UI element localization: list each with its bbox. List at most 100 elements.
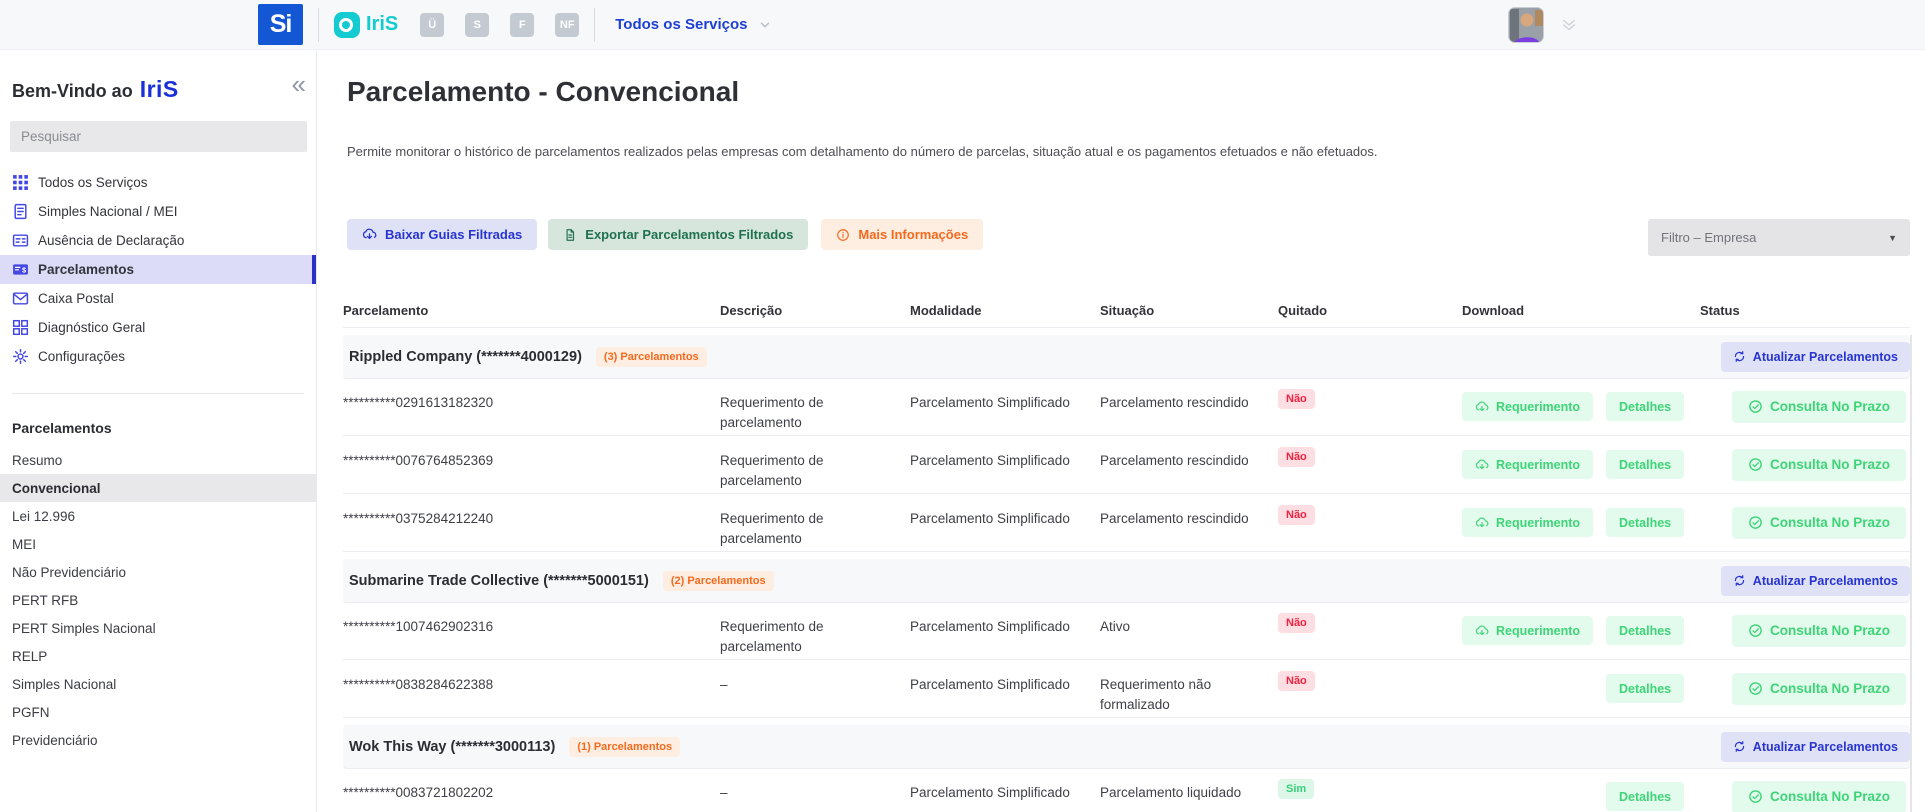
submenu-item-nao-previdenciario[interactable]: Não Previdenciário xyxy=(0,558,316,586)
requerimento-button[interactable]: Requerimento xyxy=(1462,508,1594,537)
status-button[interactable]: Consulta No Prazo xyxy=(1732,780,1907,812)
si-logo[interactable]: Si xyxy=(258,4,303,45)
collapse-sidebar-icon[interactable]: « xyxy=(291,69,306,99)
cell-situacao: Requerimento não formalizado xyxy=(1100,677,1212,712)
page-description: Permite monitorar o histórico de parcela… xyxy=(347,144,1378,159)
submenu-item-label: PERT RFB xyxy=(12,592,79,608)
requerimento-button[interactable]: Requerimento xyxy=(1462,450,1594,479)
submenu-item-relp[interactable]: RELP xyxy=(0,642,316,670)
status-button[interactable]: Consulta No Prazo xyxy=(1732,672,1907,705)
active-indicator xyxy=(312,255,316,284)
update-parcelamentos-button[interactable]: Atualizar Parcelamentos xyxy=(1720,731,1910,762)
money-icon: $ xyxy=(12,261,29,278)
sidebar-item-parcelamentos[interactable]: $ Parcelamentos xyxy=(0,255,316,284)
submenu-item-lei-12-996[interactable]: Lei 12.996 xyxy=(0,502,316,530)
cell-descricao: – xyxy=(720,785,728,800)
submenu-item-simples-nacional[interactable]: Simples Nacional xyxy=(0,670,316,698)
detalhes-button[interactable]: Detalhes xyxy=(1606,616,1685,645)
search-input[interactable] xyxy=(10,121,307,152)
parcel-count-badge: (1) Parcelamentos xyxy=(569,736,681,757)
sidebar-menu: Todos os Serviços Simples Nacional / MEI… xyxy=(0,168,316,371)
detalhes-button[interactable]: Detalhes xyxy=(1606,450,1685,479)
cell-parcelamento: **********0083721802202 xyxy=(343,785,494,800)
cell-descricao: Requerimento de parcelamento xyxy=(720,619,824,654)
quitado-badge: Não xyxy=(1278,447,1315,467)
detalhes-button[interactable]: Detalhes xyxy=(1606,508,1685,537)
cloud-download-icon xyxy=(362,227,377,242)
detalhes-button[interactable]: Detalhes xyxy=(1606,674,1685,703)
update-parcelamentos-button[interactable]: Atualizar Parcelamentos xyxy=(1720,341,1910,372)
header-cell-situacao: Situação xyxy=(1100,303,1155,318)
company-group-row: Submarine Trade Collective (*******50001… xyxy=(343,559,1910,602)
detalhes-button[interactable]: Detalhes xyxy=(1606,782,1685,811)
app-icon-4[interactable]: NF xyxy=(555,12,580,37)
dropdown-arrow-icon: ▼ xyxy=(1888,232,1897,243)
update-parcelamentos-button[interactable]: Atualizar Parcelamentos xyxy=(1720,565,1910,596)
refresh-icon xyxy=(1733,574,1746,587)
iris-logo[interactable]: IriS xyxy=(334,11,398,38)
cell-parcelamento: **********0076764852369 xyxy=(343,453,494,468)
submenu-item-pert-simples-nacional[interactable]: PERT Simples Nacional xyxy=(0,614,316,642)
requerimento-button[interactable]: Requerimento xyxy=(1462,392,1594,421)
sidebar-item-label: Parcelamentos xyxy=(38,262,135,277)
detalhes-button[interactable]: Detalhes xyxy=(1606,392,1685,421)
cell-modalidade: Parcelamento Simplificado xyxy=(910,395,1070,410)
sidebar-item-todos-os-servicos[interactable]: Todos os Serviços xyxy=(0,168,316,197)
submenu-item-pgfn[interactable]: PGFN xyxy=(0,698,316,726)
cell-situacao: Ativo xyxy=(1100,619,1131,634)
cell-status: Consulta No Prazo xyxy=(1700,672,1910,705)
header-cell-download: Download xyxy=(1462,303,1525,318)
submenu-item-mei[interactable]: MEI xyxy=(0,530,316,558)
cell-situacao: Parcelamento liquidado xyxy=(1100,785,1242,800)
cell-quitado: Não xyxy=(1278,436,1462,467)
services-menu[interactable]: Todos os Serviços xyxy=(615,16,771,33)
status-button[interactable]: Consulta No Prazo xyxy=(1732,614,1907,647)
cell-download: Requerimento Detalhes xyxy=(1462,392,1700,421)
cell-situacao: Parcelamento rescindido xyxy=(1100,511,1249,526)
cell-modalidade: Parcelamento Simplificado xyxy=(910,619,1070,634)
submenu-item-label: Previdenciário xyxy=(12,732,98,748)
requerimento-button[interactable]: Requerimento xyxy=(1462,616,1594,645)
quitado-badge: Não xyxy=(1278,613,1315,633)
submenu-item-pert-rfb[interactable]: PERT RFB xyxy=(0,586,316,614)
double-chevron-down-icon[interactable] xyxy=(1560,16,1578,34)
cell-quitado: Sim xyxy=(1278,768,1462,799)
export-parcelamentos-button[interactable]: Exportar Parcelamentos Filtrados xyxy=(548,219,809,250)
sidebar-item-label: Simples Nacional / MEI xyxy=(38,204,178,219)
app-icon-1[interactable]: Ü xyxy=(420,12,445,37)
sidebar-item-ausencia-de-declaracao[interactable]: Ausência de Declaração xyxy=(0,226,316,255)
sidebar-item-caixa-postal[interactable]: Caixa Postal xyxy=(0,284,316,313)
table-header: Parcelamento Descrição Modalidade Situação Q… xyxy=(343,294,1910,328)
company-name: Wok This Way (*******3000113) xyxy=(349,738,556,755)
check-circle-icon xyxy=(1748,515,1763,530)
submenu-item-previdenciario[interactable]: Previdenciário xyxy=(0,726,316,754)
cell-download: Requerimento Detalhes xyxy=(1462,508,1700,537)
submenu-item-resumo[interactable]: Resumo xyxy=(0,446,316,474)
app-icon-2[interactable]: S xyxy=(465,12,490,37)
company-filter-select[interactable]: Filtro – Empresa ▼ xyxy=(1648,219,1910,256)
download-guides-button[interactable]: Baixar Guias Filtradas xyxy=(347,219,538,250)
submenu-item-label: Resumo xyxy=(12,452,63,468)
submenu-item-convencional[interactable]: Convencional xyxy=(0,474,316,502)
refresh-icon xyxy=(1733,350,1746,363)
sidebar-item-simples-nacional-mei[interactable]: Simples Nacional / MEI xyxy=(0,197,316,226)
cell-descricao: Requerimento de parcelamento xyxy=(720,395,824,430)
status-button[interactable]: Consulta No Prazo xyxy=(1732,390,1907,423)
more-info-button[interactable]: Mais Informações xyxy=(821,219,984,250)
status-button[interactable]: Consulta No Prazo xyxy=(1732,506,1907,539)
sidebar-item-diagnostico-geral[interactable]: Diagnóstico Geral xyxy=(0,313,316,342)
check-circle-icon xyxy=(1748,681,1763,696)
app-icon-3[interactable]: F xyxy=(510,12,535,37)
cell-parcelamento: **********0375284212240 xyxy=(343,511,494,526)
cell-parcelamento: **********0291613182320 xyxy=(343,395,494,410)
table-scrollbar[interactable] xyxy=(1910,335,1912,812)
status-button[interactable]: Consulta No Prazo xyxy=(1732,448,1907,481)
check-circle-icon xyxy=(1748,457,1763,472)
requerimento-slot: Requerimento xyxy=(1462,392,1606,421)
refresh-icon xyxy=(1733,740,1746,753)
parcel-count-badge: (3) Parcelamentos xyxy=(595,346,707,367)
submenu-item-label: RELP xyxy=(12,648,48,664)
sidebar-item-configuracoes[interactable]: Configurações xyxy=(0,342,316,371)
check-circle-icon xyxy=(1748,399,1763,414)
user-avatar[interactable] xyxy=(1508,6,1544,43)
